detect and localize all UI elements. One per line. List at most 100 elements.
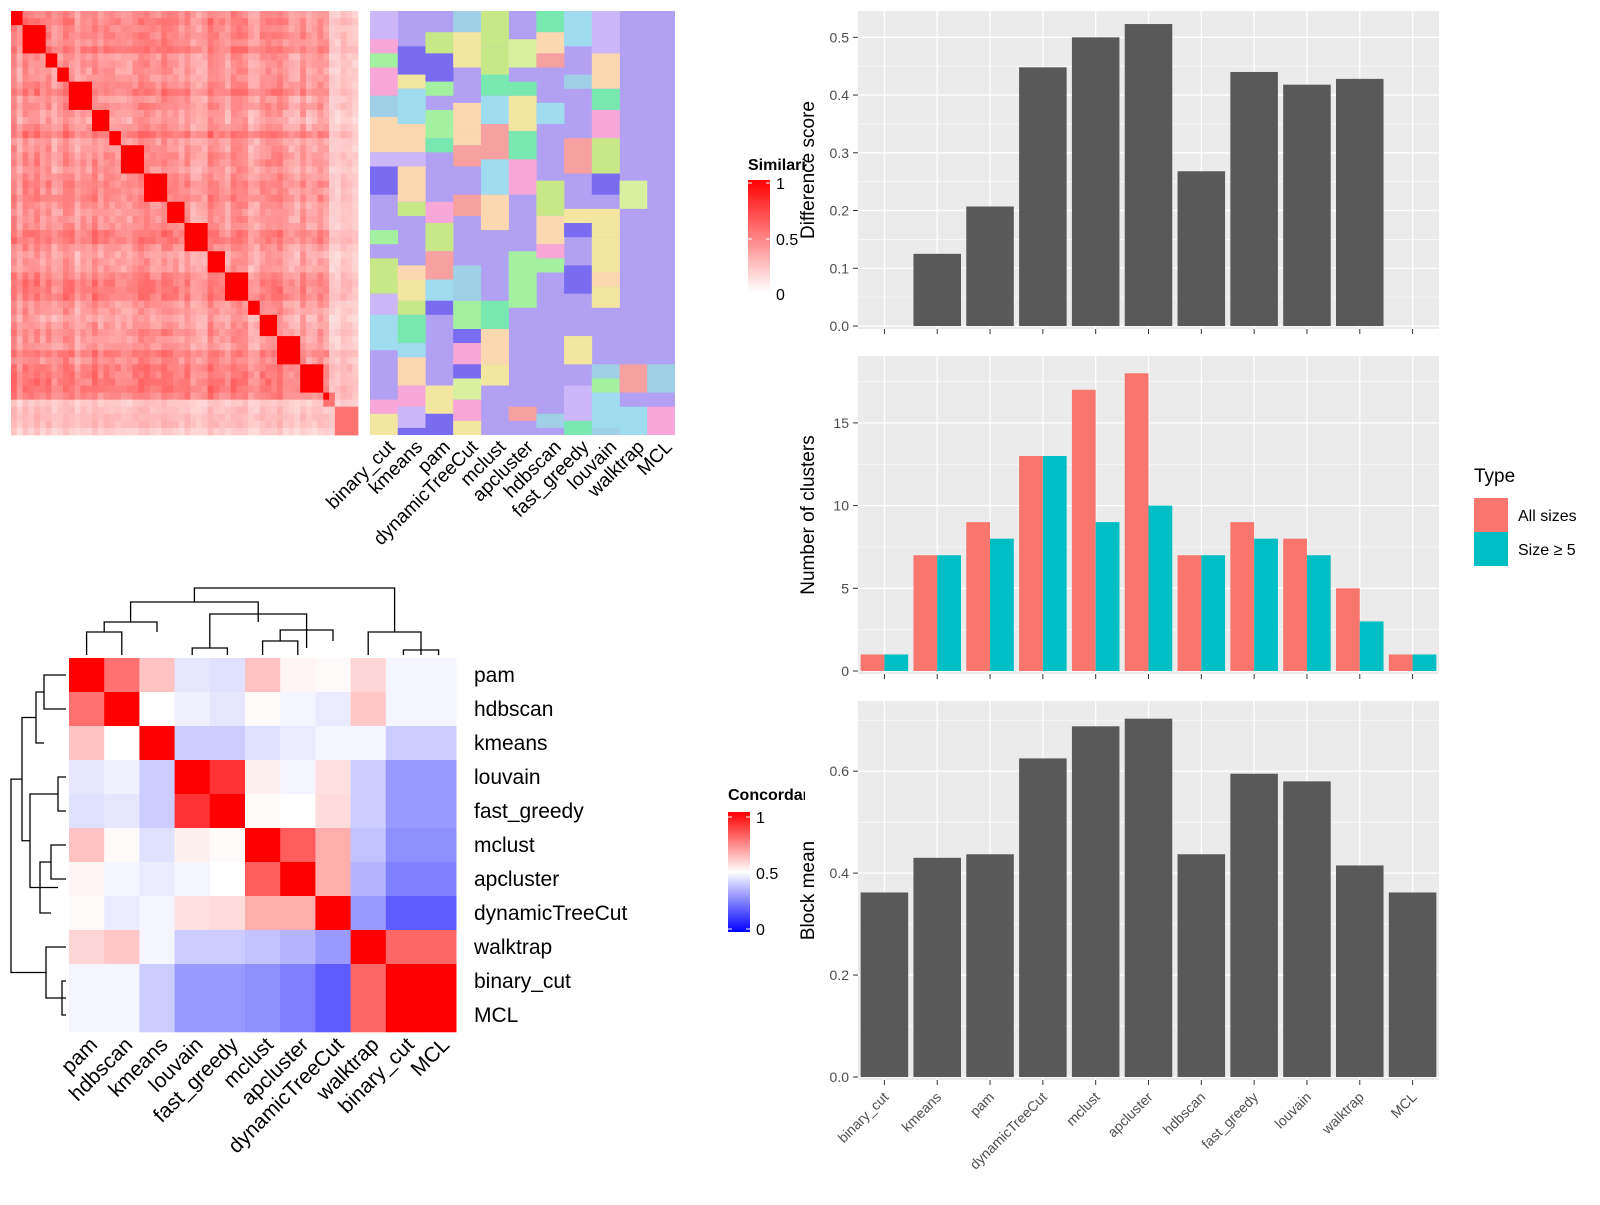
concordance-cell [280,896,316,931]
concordance-cell [245,862,281,897]
y-tick-label: 0.2 [830,203,850,219]
concordance-cell [385,828,422,863]
concordance-cell [315,658,351,693]
column-dendrogram [85,587,440,655]
concordance-cell [315,998,351,1033]
concordance-cell [350,828,387,863]
bar-all-sizes [1019,455,1043,671]
concordance-cell [209,964,246,999]
y-tick-label: 15 [833,415,849,431]
concordance-cell [350,998,387,1033]
concordance-cell [69,862,105,897]
bar [913,857,961,1077]
concordance-cell [139,760,175,795]
concordance-cell [139,794,175,829]
x-tick-label: hdbscan [1160,1089,1209,1138]
y-axis-title: Number of clusters [798,435,819,594]
y-tick-label: 0.0 [830,318,850,334]
legend-key-all-sizes [1474,498,1508,532]
bar [1019,67,1067,327]
cluster-assignment-heatmap [370,11,675,435]
concordance-cell [69,692,105,727]
bar [1071,37,1120,327]
concordance-heatmap [69,658,457,1033]
bar-size-ge5 [884,654,909,671]
concordance-row-label: MCL [474,1004,518,1027]
concordance-cell [209,896,246,931]
bar [1336,865,1384,1077]
bar [966,854,1014,1077]
concordance-cell [209,998,246,1033]
concordance-cell [69,896,105,931]
concordance-cell [245,828,281,863]
bar [1071,726,1120,1077]
bar-size-ge5 [1306,555,1331,671]
y-tick-label: 0.5 [830,29,850,45]
concordance-cell [174,726,211,761]
concordance-cell [350,760,387,795]
type-legend: Type All sizes Size ≥ 5 [1474,466,1577,566]
concordance-cell [280,828,316,863]
concordance-row-label: kmeans [474,732,548,755]
bar-size-ge5 [937,555,961,671]
concordance-cell [350,794,387,829]
concordance-cell [104,828,140,863]
bar [966,206,1014,326]
concordance-row-label: fast_greedy [474,800,584,823]
concordance-cell [139,862,175,897]
concordance-column-label: MCL [407,1033,455,1081]
dendrogram-branch [21,716,36,842]
similarity-legend-tick: 1 [776,176,785,193]
concordance-cell [174,658,211,693]
concordance-cell [350,862,387,897]
concordance-cell [385,896,422,931]
bar [860,892,909,1077]
concordance-cell [315,828,351,863]
concordance-cell [280,726,316,761]
concordance-cell [209,658,246,693]
concordance-cell [245,998,281,1033]
concordance-cell [104,862,140,897]
concordance-cell [69,828,105,863]
dendrogram-branch [29,793,58,889]
bar [913,253,961,326]
concordance-cell [174,862,211,897]
concordance-cell [385,794,422,829]
bar [1388,892,1437,1077]
bar-size-ge5 [1412,654,1437,671]
concordance-cell [104,930,140,965]
similarity-legend-tick: 0.5 [776,232,798,249]
dendrogram-branch [103,621,158,632]
concordance-cell [315,862,351,897]
bar [1177,854,1226,1077]
dendrogram-branch [50,844,66,880]
bar-size-ge5 [1201,555,1226,671]
similarity-legend: Similarity 1 0.5 0 [748,157,805,304]
concordance-cell [174,998,211,1033]
concordance-cell [280,964,316,999]
bar-all-sizes [1177,555,1202,671]
y-tick-label: 5 [841,580,849,596]
y-tick-label: 0.4 [830,87,850,103]
concordance-cell [69,760,105,795]
similarity-heatmap [11,11,359,436]
concordance-cell [315,964,351,999]
y-tick-label: 10 [833,498,849,514]
concordance-cell [209,726,246,761]
concordance-cell [104,726,140,761]
dendrogram-branch [35,691,44,744]
concordance-cell [245,658,281,693]
concordance-cell [245,964,281,999]
concordance-cell [385,862,422,897]
block-mean-chart: 0.0 0.2 0.4 0.6 Block mean binary_cut kmeans pa… [798,701,1439,1172]
bar [1336,78,1384,326]
concordance-cell [69,998,105,1033]
concordance-row-label: hdbscan [474,698,553,721]
dendrogram-branch [367,631,422,655]
x-tick-label: MCL [1387,1089,1419,1121]
x-tick-label: louvain [1271,1089,1314,1132]
concordance-cell [174,964,211,999]
concordance-cell [174,760,211,795]
